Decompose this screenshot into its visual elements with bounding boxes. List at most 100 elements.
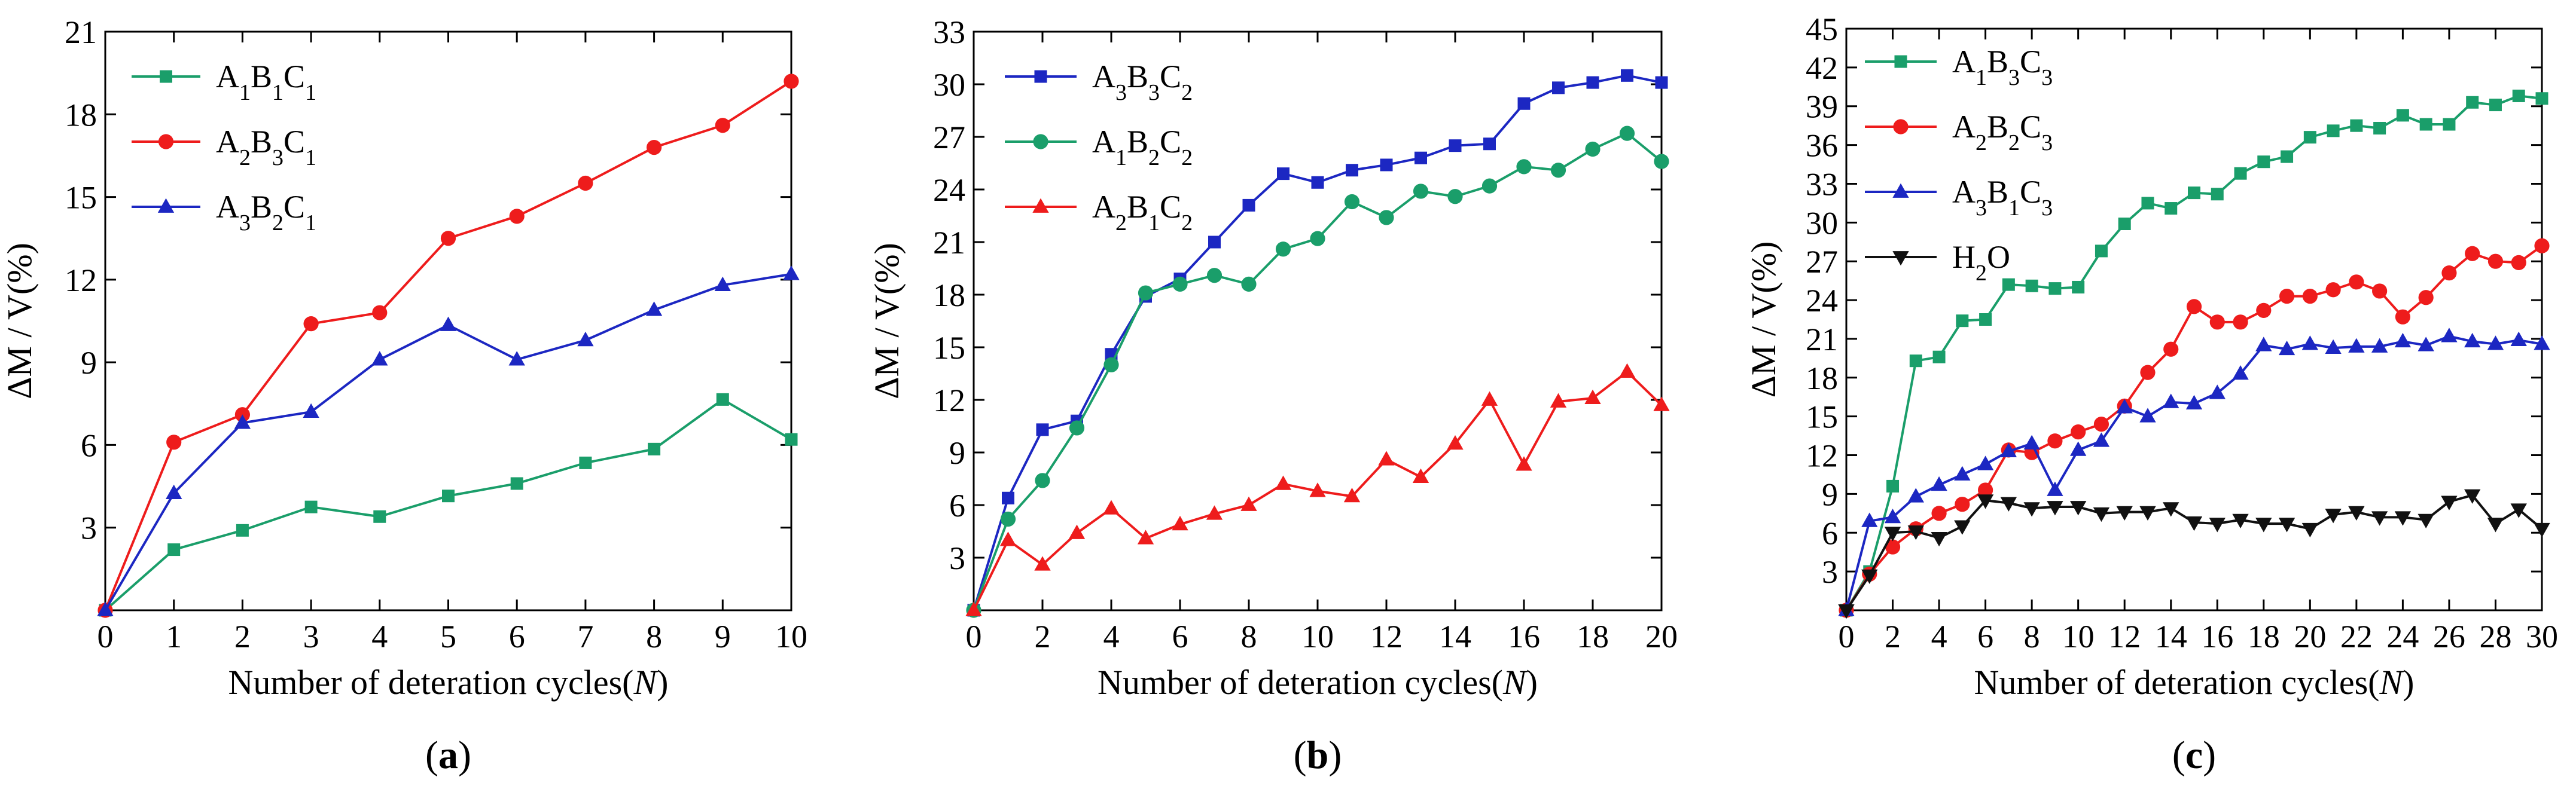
y-tick-label: 9	[949, 435, 965, 471]
y-tick-label: 18	[933, 277, 965, 313]
x-tick-label: 0	[1839, 619, 1855, 655]
legend-marker	[1893, 119, 1909, 134]
data-point	[2069, 501, 2087, 516]
legend-entry: A3B3C2	[1005, 59, 1193, 105]
data-point	[1861, 569, 1878, 584]
x-tick-label: 10	[775, 619, 807, 655]
plot-frame	[973, 30, 1663, 611]
y-tick-label: 3	[81, 510, 97, 546]
legend-marker	[1033, 134, 1048, 149]
data-point	[1380, 158, 1393, 172]
data-point	[648, 442, 661, 455]
data-point	[1516, 159, 1532, 175]
x-tick-label: 22	[2340, 619, 2373, 655]
data-point	[304, 500, 318, 513]
x-tick-label: 0	[97, 619, 114, 655]
legend-marker	[1034, 70, 1047, 83]
data-point	[373, 510, 386, 523]
legend-label: A1B1C1	[216, 59, 316, 105]
x-tick-label: 2	[1885, 619, 1901, 655]
chart-panel-b: 0 2 4 6 8 10 12 14 16 18 203691215182124273033Numb…	[867, 14, 1678, 777]
y-tick-label: 36	[1806, 128, 1838, 164]
data-point	[1412, 468, 1429, 483]
y-axis-title: ΔM / V(%)	[0, 243, 39, 399]
data-point	[1068, 524, 1086, 539]
data-point	[1208, 236, 1221, 249]
data-point	[1977, 494, 1994, 509]
data-point	[1103, 500, 1120, 515]
data-point	[2489, 99, 2502, 112]
data-point	[2234, 167, 2247, 180]
data-point	[716, 393, 729, 406]
x-tick-label: 16	[1508, 619, 1540, 655]
data-point	[166, 435, 182, 450]
data-point	[2534, 522, 2550, 538]
data-point	[2396, 109, 2409, 122]
data-point	[1885, 539, 1901, 555]
data-point	[2281, 150, 2294, 163]
data-point	[2232, 513, 2249, 528]
data-point	[2002, 278, 2015, 291]
data-point	[440, 316, 457, 331]
series-A2B1C2	[965, 363, 1670, 616]
data-point	[1447, 189, 1463, 204]
data-point	[1653, 396, 1670, 411]
data-point	[2071, 424, 2086, 440]
legend-entry: A1B3C3	[1865, 44, 2053, 90]
data-point	[2418, 513, 2434, 528]
series-A3B2C1	[97, 265, 800, 616]
y-axis-title: ΔM / V(%)	[1744, 241, 1783, 398]
y-tick-label: 18	[1806, 360, 1838, 396]
data-point	[1309, 482, 1326, 497]
data-point	[1585, 141, 1601, 157]
data-point	[1979, 313, 1992, 326]
data-point	[167, 543, 181, 556]
y-tick-label: 30	[1806, 205, 1838, 241]
data-point	[1655, 76, 1668, 89]
data-point	[2163, 393, 2179, 408]
data-point	[2371, 338, 2388, 353]
legend-label: A2B1C2	[1092, 189, 1193, 236]
data-point	[2487, 253, 2504, 269]
data-point	[1552, 81, 1565, 94]
data-point	[783, 265, 800, 280]
data-point	[2025, 279, 2038, 292]
data-point	[2257, 155, 2270, 169]
series-line	[1845, 494, 2543, 611]
x-tick-label: 12	[2108, 619, 2141, 655]
data-point	[1931, 506, 1947, 521]
data-point	[372, 305, 388, 320]
data-point	[234, 414, 251, 429]
y-tick-label: 12	[1806, 438, 1838, 474]
data-point	[2464, 489, 2481, 504]
legend-label: A3B2C1	[216, 189, 316, 236]
data-point	[2256, 302, 2272, 318]
data-point	[2511, 255, 2526, 270]
data-point	[2464, 332, 2481, 348]
data-point	[1137, 530, 1154, 545]
data-point	[2441, 265, 2457, 281]
data-point	[1838, 604, 1855, 619]
x-tick-label: 14	[2155, 619, 2187, 655]
series-line	[1845, 335, 2543, 611]
y-tick-label: 6	[949, 488, 965, 524]
data-point	[2140, 365, 2156, 380]
data-point	[2255, 518, 2272, 533]
data-point	[1138, 285, 1154, 301]
y-tick-label: 27	[933, 120, 965, 155]
x-tick-label: 4	[1103, 619, 1120, 655]
x-tick-label: 26	[2433, 619, 2465, 655]
data-point	[2419, 118, 2432, 131]
data-point	[2069, 441, 2087, 456]
data-point	[1931, 476, 1947, 491]
data-point	[2348, 338, 2365, 353]
data-point	[2512, 89, 2525, 102]
data-point	[579, 456, 592, 469]
legend-marker	[1894, 55, 1907, 68]
data-point	[2510, 331, 2527, 347]
data-point	[1619, 126, 1635, 141]
data-point	[2278, 518, 2295, 533]
data-point	[1036, 423, 1049, 436]
data-point	[2350, 119, 2363, 132]
data-point	[1311, 176, 1324, 189]
